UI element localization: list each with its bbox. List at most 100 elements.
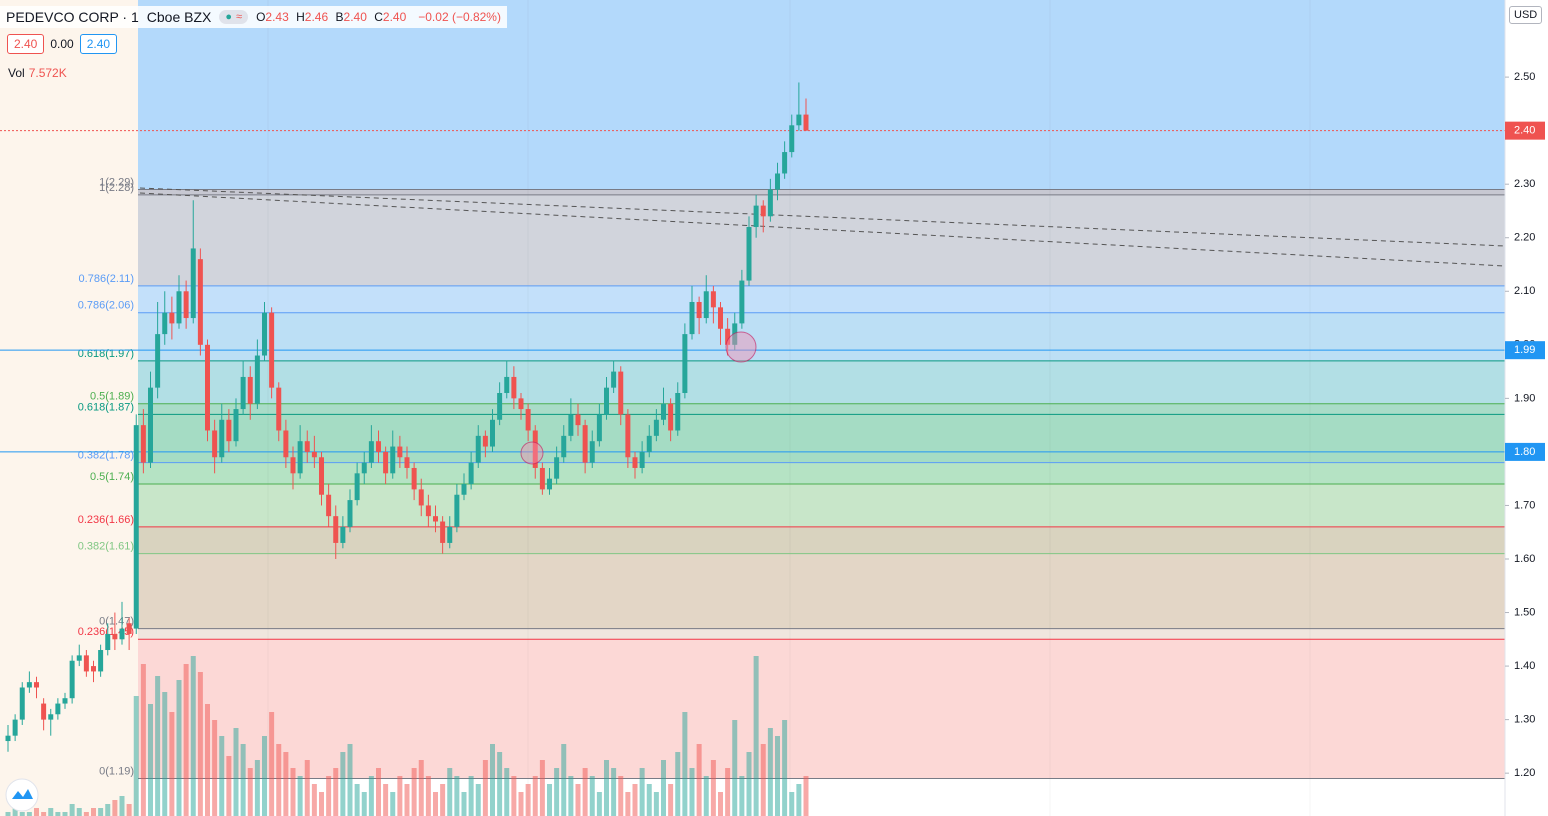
volume-bar [475,784,481,816]
candle-body [390,446,396,474]
volume-bar [34,808,39,816]
candle-body [775,173,780,190]
candle-body [34,682,39,688]
candle-body [611,371,617,388]
volume-bar [653,792,659,816]
volume-bar [561,744,567,816]
y-tick-label: 1.50 [1514,606,1535,618]
candle-body [98,650,104,672]
volume-bar [440,784,446,816]
price-label: 2.40 [1514,125,1535,137]
price-axis-labels: 1.201.301.401.501.601.701.801.902.002.10… [1505,71,1545,779]
fib-band [138,484,1505,527]
volume-bar [276,744,282,816]
candle-body [433,516,438,522]
fib-label: 0.5(1.74) [90,471,134,483]
candle-body [689,301,695,335]
volume-bar [390,792,396,816]
candle-body [269,312,275,388]
volume-bar [468,776,474,816]
volume-bar [26,812,32,816]
candle-body [425,505,431,517]
candle-body [290,457,296,474]
candle-body [482,435,488,447]
volume-bar [197,672,203,816]
volume-bar [725,768,731,816]
candle-body [83,655,89,672]
candle-body [112,633,118,640]
volume-bar [525,784,531,816]
candle-body [739,280,745,324]
volume-bar [105,804,111,816]
volume-bar [212,720,218,816]
y-tick-label: 1.20 [1514,767,1535,779]
candle-body [411,467,417,490]
pre-anchor-zone [0,0,138,816]
volume-bar [404,784,410,816]
volume-bar [340,752,346,816]
candle-body [233,409,239,442]
y-tick-label: 1.60 [1514,553,1535,565]
volume-bar [732,720,738,816]
volume-bar [62,812,68,816]
candle-body [518,398,524,410]
volume-bar [304,760,310,816]
candle-body [119,628,125,640]
volume-bar [205,704,210,816]
candle-body [589,441,595,463]
y-tick-label: 1.40 [1514,660,1535,672]
candle-body [91,666,96,672]
volume-bar [782,720,788,816]
candle-body [682,334,688,394]
y-tick-label: 1.90 [1514,392,1535,404]
volume-bar [447,768,453,816]
candle-body [183,291,189,319]
candle-body [41,703,47,720]
quote-key: B [335,10,344,24]
volume-bar [319,792,324,816]
candle-body [105,633,111,651]
volume-bar [254,760,260,816]
volume-bars [5,656,809,816]
status-pill[interactable]: ● ≈ [219,10,249,24]
candle-body [782,152,788,174]
volume-legend: Vol 7.572K [8,66,67,80]
candle-body [789,125,795,153]
fib-label: 0.5(1.89) [90,391,134,403]
fib-band [138,194,1505,286]
quote-value: 2.43 [265,10,289,24]
fib-band [138,360,1505,404]
symbol[interactable]: PEDEVCO CORP · 1 [6,9,139,25]
volume-bar [596,792,602,816]
volume-bar [575,784,581,816]
quotes: O2.43 H2.46 B2.40 C2.40 [256,10,410,24]
candles [5,82,809,752]
volume-bar [233,728,239,816]
candle-body [190,248,196,319]
y-tick-label: 2.30 [1514,178,1535,190]
candle-body [696,301,702,319]
quote-key: C [374,10,383,24]
fib-band [138,285,1505,313]
volume-bar [361,792,367,816]
volume-bar [190,656,196,816]
candle-body [262,312,267,356]
candle-body [632,457,638,468]
logo[interactable] [5,778,39,812]
volume-bar [83,812,89,816]
candle-body [62,698,68,704]
volume-bar [269,712,275,816]
volume-bar [796,784,802,816]
volume-bar [247,768,253,816]
buy-badge[interactable]: 2.40 [79,34,118,54]
volume-bar [76,808,82,816]
candle-body [440,521,446,543]
candle-body [383,451,389,474]
candle-body [326,494,332,517]
fib-label: 0.618(1.87) [78,401,134,413]
sell-badge[interactable]: 2.40 [7,34,45,54]
candle-body [12,719,18,736]
currency-button[interactable]: USD [1509,6,1543,24]
candle-body [746,227,752,281]
candle-body [176,291,182,324]
